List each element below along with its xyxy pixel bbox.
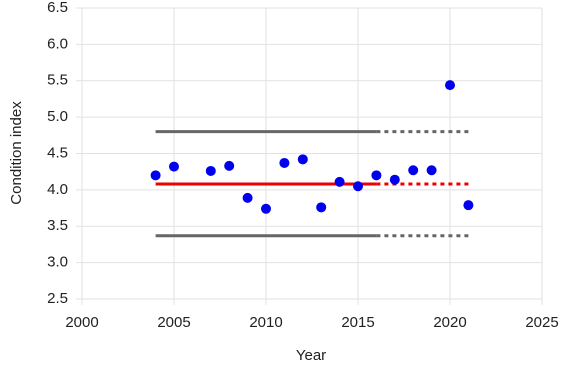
y-tick-label: 2.5 [47, 290, 68, 307]
point [445, 80, 455, 91]
y-axis-label: Condition index [8, 101, 25, 205]
x-tick-label: 2020 [433, 314, 466, 331]
point [334, 176, 345, 187]
x-tick-label: 2025 [525, 314, 558, 331]
point [408, 165, 419, 176]
point [353, 181, 363, 192]
x-tick-label: 2005 [157, 314, 190, 331]
y-tick-label: 4.5 [47, 144, 68, 161]
point [426, 165, 437, 176]
x-tick-label: 2000 [65, 314, 98, 331]
point [279, 157, 290, 168]
point [371, 170, 382, 181]
x-axis-label: Year [296, 347, 326, 364]
point [261, 203, 271, 214]
point [169, 161, 179, 172]
point [389, 174, 400, 185]
point [242, 192, 253, 203]
point [224, 160, 235, 171]
point [316, 202, 327, 213]
y-tick-label: 6.5 [47, 0, 68, 16]
x-tick-label: 2010 [249, 314, 282, 331]
point [297, 154, 308, 165]
point [150, 170, 161, 181]
y-tick-label: 5.0 [47, 108, 68, 125]
point [205, 165, 216, 176]
y-tick-label: 6.0 [47, 35, 68, 52]
y-tick-label: 3.5 [47, 217, 68, 234]
x-tick-label: 2015 [341, 314, 374, 331]
y-tick-label: 4.0 [47, 181, 68, 198]
y-tick-label: 5.5 [47, 72, 68, 89]
y-tick-label: 3.0 [47, 254, 68, 271]
point [463, 200, 474, 211]
